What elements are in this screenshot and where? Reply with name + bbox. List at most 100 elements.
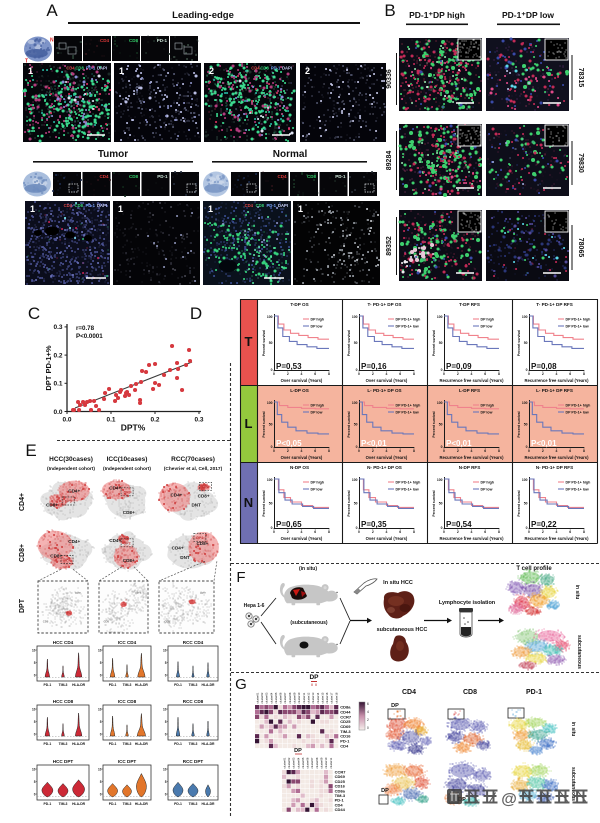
svg-text:50: 50 (354, 341, 358, 345)
svg-text:CD8: CD8 (43, 620, 49, 624)
svg-text:CD8+: CD8+ (46, 503, 58, 508)
svg-text:2: 2 (367, 718, 369, 722)
svg-text:CD69: CD69 (340, 724, 351, 729)
svg-text:T-DP RFS: T-DP RFS (459, 302, 480, 307)
svg-text:100: 100 (522, 315, 528, 319)
svg-text:P=0,54: P=0,54 (446, 520, 472, 529)
svg-text:Recurrence free survival (Year: Recurrence free survival (Years) (439, 378, 504, 383)
svg-text:2: 2 (287, 449, 289, 453)
svg-text:HCC CD8: HCC CD8 (53, 699, 74, 704)
svg-text:4: 4 (367, 710, 369, 714)
svg-text:T- PD-1+ DP RFS: T- PD-1+ DP RFS (536, 302, 573, 307)
svg-text:DP low: DP low (481, 411, 493, 415)
svg-text:CD4+: CD4+ (109, 538, 121, 543)
svg-text:CD8: CD8 (75, 203, 84, 208)
svg-text:CD8: CD8 (463, 689, 477, 696)
svg-text:DP high: DP high (311, 481, 325, 485)
svg-text:Percent survival: Percent survival (432, 490, 436, 516)
svg-text:5: 5 (34, 661, 36, 665)
svg-text:6: 6 (484, 530, 486, 534)
svg-text:cluster09: cluster09 (293, 692, 297, 703)
svg-text:PD-1: PD-1 (271, 66, 281, 71)
svg-text:TIM-3: TIM-3 (335, 793, 346, 798)
svg-text:L-DP OS: L-DP OS (290, 388, 309, 393)
svg-text:0: 0 (100, 733, 102, 737)
svg-text:Percent survival: Percent survival (347, 330, 351, 356)
svg-text:100: 100 (267, 478, 273, 482)
svg-text:ICC(10cases): ICC(10cases) (107, 456, 148, 463)
svg-text:8: 8 (413, 530, 415, 534)
svg-text:PD-1: PD-1 (109, 742, 117, 746)
svg-text:2: 2 (542, 530, 544, 534)
svg-text:CD4: CD4 (64, 203, 73, 208)
svg-text:2: 2 (372, 372, 374, 376)
svg-text:4: 4 (386, 449, 388, 453)
svg-text:HLA-DR: HLA-DR (202, 683, 216, 687)
svg-text:DP: DP (391, 703, 399, 709)
svg-text:Lymphocyte isolation: Lymphocyte isolation (439, 600, 496, 606)
svg-text:6: 6 (569, 449, 571, 453)
svg-text:DP2: DP2 (124, 541, 131, 545)
svg-text:P<0,01: P<0,01 (531, 439, 557, 448)
svg-text:PD-1: PD-1 (86, 66, 96, 71)
svg-text:P<0,01: P<0,01 (446, 439, 472, 448)
svg-text:0: 0 (356, 368, 358, 372)
svg-text:PD-1: PD-1 (157, 174, 168, 179)
svg-text:RCC CD4: RCC CD4 (183, 640, 204, 645)
svg-text:4: 4 (471, 530, 473, 534)
svg-text:(Independent cohort): (Independent cohort) (103, 466, 151, 472)
svg-text:N- PD-1+ DP RFS: N- PD-1+ DP RFS (536, 465, 573, 470)
svg-text:100: 100 (267, 315, 273, 319)
svg-text:cluster14: cluster14 (316, 692, 320, 703)
svg-text:5: 5 (100, 661, 102, 665)
svg-text:CD8: CD8 (164, 620, 170, 624)
svg-text:0: 0 (100, 674, 102, 678)
svg-text:cluster11: cluster11 (329, 757, 333, 768)
svg-text:CD4+: CD4+ (68, 489, 80, 494)
svg-text:DP PD-1+ high: DP PD-1+ high (396, 481, 421, 485)
svg-text:DP PD-1+ high: DP PD-1+ high (396, 318, 421, 322)
svg-text:cluster07: cluster07 (310, 757, 314, 768)
svg-text:0: 0 (100, 793, 102, 797)
svg-text:50: 50 (524, 423, 528, 427)
svg-text:T-DP OS: T-DP OS (290, 302, 308, 307)
svg-text:CD8+: CD8+ (123, 510, 135, 515)
svg-text:0: 0 (165, 674, 167, 678)
svg-text:8: 8 (328, 372, 330, 376)
svg-text:D: D (190, 304, 202, 323)
svg-text:0: 0 (271, 526, 273, 530)
svg-text:Over survival (Years): Over survival (Years) (281, 455, 323, 460)
svg-text:0: 0 (441, 368, 443, 372)
svg-text:TIM-3: TIM-3 (189, 802, 198, 806)
svg-text:0: 0 (443, 449, 445, 453)
svg-text:50: 50 (439, 423, 443, 427)
svg-text:@: @ (501, 791, 517, 808)
svg-text:0: 0 (443, 530, 445, 534)
svg-text:50: 50 (439, 341, 443, 345)
svg-text:DAPI: DAPI (278, 203, 288, 208)
svg-text:RCC CD8: RCC CD8 (183, 699, 204, 704)
svg-text:CD44: CD44 (340, 710, 351, 715)
svg-text:r=0.78: r=0.78 (76, 325, 95, 332)
svg-text:8: 8 (498, 449, 500, 453)
svg-text:N- PD-1+ DP OS: N- PD-1+ DP OS (367, 465, 402, 470)
svg-text:0: 0 (526, 368, 528, 372)
svg-text:CD4: CD4 (340, 743, 349, 748)
svg-text:cluster02: cluster02 (287, 757, 291, 768)
svg-text:DAPI: DAPI (97, 203, 107, 208)
svg-text:CD4+: CD4+ (19, 493, 26, 511)
svg-text:Percent survival: Percent survival (517, 411, 521, 437)
svg-text:CD44: CD44 (335, 807, 346, 812)
svg-text:2: 2 (372, 449, 374, 453)
svg-text:0.1: 0.1 (106, 417, 115, 424)
svg-text:PD-1: PD-1 (340, 739, 350, 744)
svg-text:DPT: DPT (135, 591, 141, 595)
svg-text:100: 100 (437, 478, 443, 482)
svg-text:0: 0 (273, 530, 275, 534)
svg-text:0: 0 (441, 526, 443, 530)
svg-text:P=0,08: P=0,08 (531, 362, 557, 371)
svg-text:DPT: DPT (75, 591, 81, 595)
svg-text:Percent survival: Percent survival (347, 411, 351, 437)
svg-text:cluster08: cluster08 (315, 757, 319, 768)
svg-text:8: 8 (413, 449, 415, 453)
